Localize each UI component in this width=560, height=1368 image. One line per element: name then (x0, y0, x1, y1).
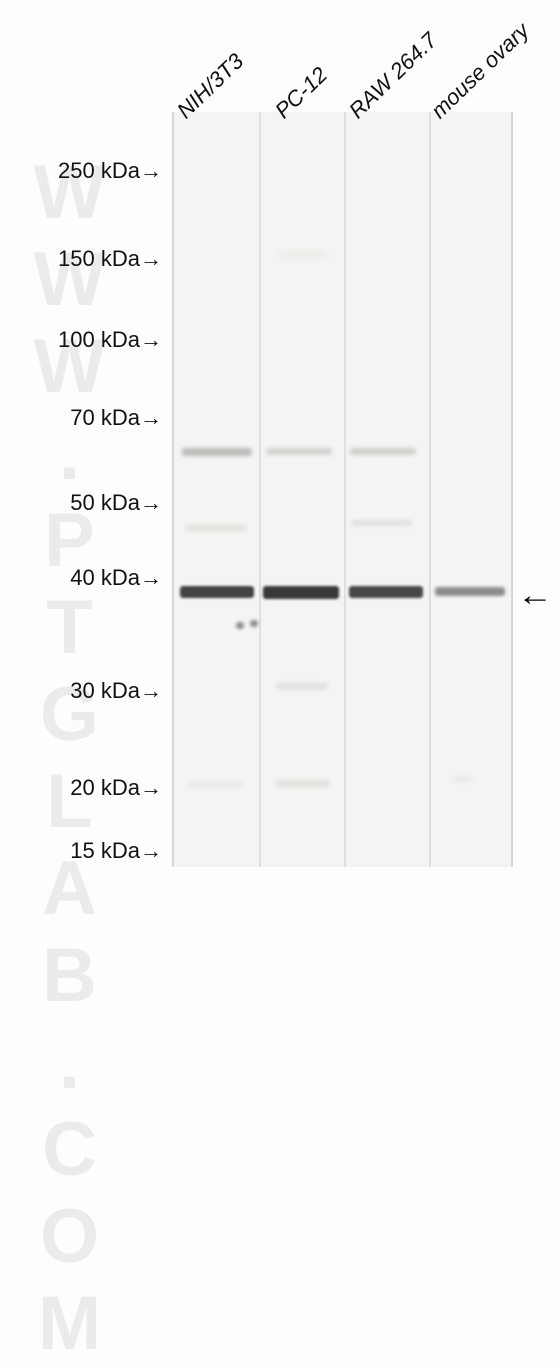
lane-label: RAW 264.7 (344, 27, 443, 124)
protein-band (278, 252, 328, 258)
protein-band (350, 448, 416, 455)
mw-marker-label: 20 kDa→ (12, 775, 162, 801)
protein-band (236, 622, 244, 629)
mw-marker-label: 70 kDa→ (12, 405, 162, 431)
protein-band (276, 683, 328, 690)
western-blot-figure: WWW.PTGLAB.COM 250 kDa→150 kDa→100 kDa→7… (0, 0, 560, 903)
protein-band (452, 776, 472, 782)
protein-band (263, 586, 339, 599)
protein-band (349, 586, 423, 598)
lane-separator (259, 112, 261, 867)
protein-band (182, 448, 252, 456)
mw-marker-label: 100 kDa→ (12, 327, 162, 353)
protein-band (188, 782, 242, 788)
protein-band (180, 586, 254, 598)
protein-band (186, 525, 246, 531)
mw-marker-label: 30 kDa→ (12, 678, 162, 704)
protein-band (352, 520, 412, 526)
mw-marker-label: 250 kDa→ (12, 158, 162, 184)
protein-band (250, 620, 258, 627)
lane-separator (344, 112, 346, 867)
protein-band (435, 587, 505, 596)
mw-marker-label: 150 kDa→ (12, 246, 162, 272)
protein-band (276, 780, 330, 787)
target-band-arrow: ← (517, 581, 553, 611)
protein-band (266, 448, 332, 455)
mw-marker-label: 15 kDa→ (12, 838, 162, 864)
blot-membrane (172, 112, 513, 867)
mw-marker-label: 50 kDa→ (12, 490, 162, 516)
lane-separator (429, 112, 431, 867)
lane-label: mouse ovary (426, 18, 535, 124)
mw-marker-label: 40 kDa→ (12, 565, 162, 591)
